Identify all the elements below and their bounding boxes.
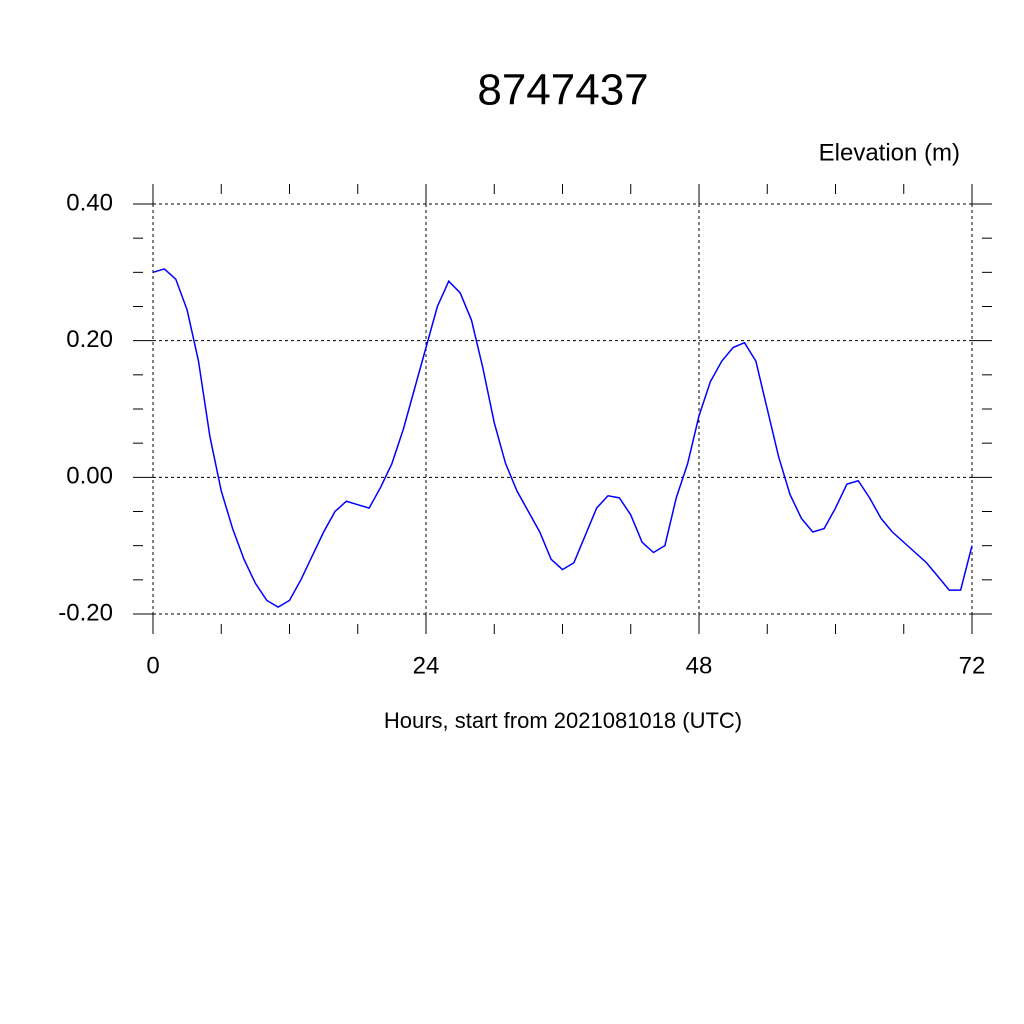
y-tick-label: 0.40 <box>66 189 113 216</box>
y-tick-label: -0.20 <box>58 599 113 626</box>
y-tick-label: 0.20 <box>66 326 113 353</box>
data-line <box>152 268 973 609</box>
x-tick-label: 0 <box>146 652 159 679</box>
chart-title: 8747437 <box>477 66 648 115</box>
x-tick-label: 72 <box>959 652 986 679</box>
y-tick-label: 0.00 <box>66 463 113 490</box>
x-axis-label: Hours, start from 2021081018 (UTC) <box>384 708 742 733</box>
x-tick-label: 48 <box>686 652 713 679</box>
y-axis-label: Elevation (m) <box>819 139 960 166</box>
x-tick-label: 24 <box>413 652 440 679</box>
